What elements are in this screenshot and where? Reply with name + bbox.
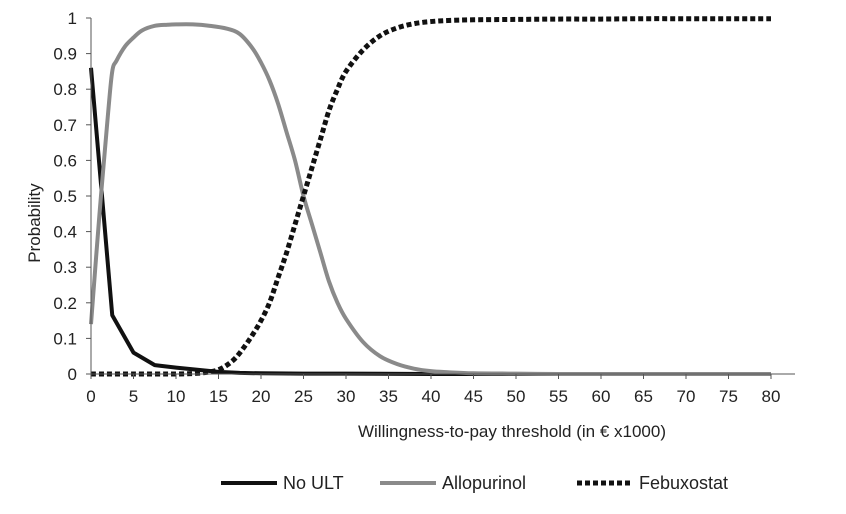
- x-tick-label: 5: [129, 387, 138, 406]
- x-tick-label: 40: [422, 387, 441, 406]
- x-axis-title: Willingness-to-pay threshold (in € x1000…: [358, 422, 666, 441]
- x-axis: 0 5 10 15 20 25 30 35 40 45 50 55 60 65 70 75 80: [86, 373, 795, 406]
- series-line-no-ult: [89, 67, 771, 376]
- x-tick-label: 65: [634, 387, 653, 406]
- series-line-febuxostat: [90, 16, 771, 377]
- y-tick-label: 0.3: [53, 258, 77, 277]
- y-tick-label: 0: [68, 365, 77, 384]
- x-tick-label: 75: [719, 387, 738, 406]
- y-tick-label: 1: [68, 9, 77, 28]
- plot-area: [89, 16, 772, 377]
- y-tick-label: 0.4: [53, 223, 77, 242]
- y-axis: 0 0.1 0.2 0.3 0.4 0.5 0.6 0.7 0.8 0.9 1: [53, 9, 92, 384]
- x-tick-label: 45: [464, 387, 483, 406]
- y-tick-label: 0.2: [53, 294, 77, 313]
- x-tick-label: 0: [86, 387, 95, 406]
- y-tick-label: 0.6: [53, 151, 77, 170]
- series-line-allopurinol: [89, 22, 772, 377]
- x-tick-label: 50: [507, 387, 526, 406]
- x-tick-label: 80: [762, 387, 781, 406]
- legend-label: Febuxostat: [639, 473, 728, 493]
- x-tick-label: 60: [592, 387, 611, 406]
- legend-label: No ULT: [283, 473, 344, 493]
- x-tick-label: 55: [549, 387, 568, 406]
- y-tick-label: 0.1: [53, 329, 77, 348]
- legend-label: Allopurinol: [442, 473, 526, 493]
- y-tick-label: 0.9: [53, 45, 77, 64]
- x-tick-label: 30: [337, 387, 356, 406]
- y-axis-title: Probability: [25, 183, 44, 263]
- legend: No ULT Allopurinol Febuxostat: [221, 473, 728, 493]
- y-tick-label: 0.5: [53, 187, 77, 206]
- x-tick-label: 15: [209, 387, 228, 406]
- x-tick-label: 20: [252, 387, 271, 406]
- x-tick-label: 70: [677, 387, 696, 406]
- y-tick-label: 0.8: [53, 80, 77, 99]
- y-tick-label: 0.7: [53, 116, 77, 135]
- x-tick-label: 25: [294, 387, 313, 406]
- x-tick-label: 35: [379, 387, 398, 406]
- x-tick-label: 10: [167, 387, 186, 406]
